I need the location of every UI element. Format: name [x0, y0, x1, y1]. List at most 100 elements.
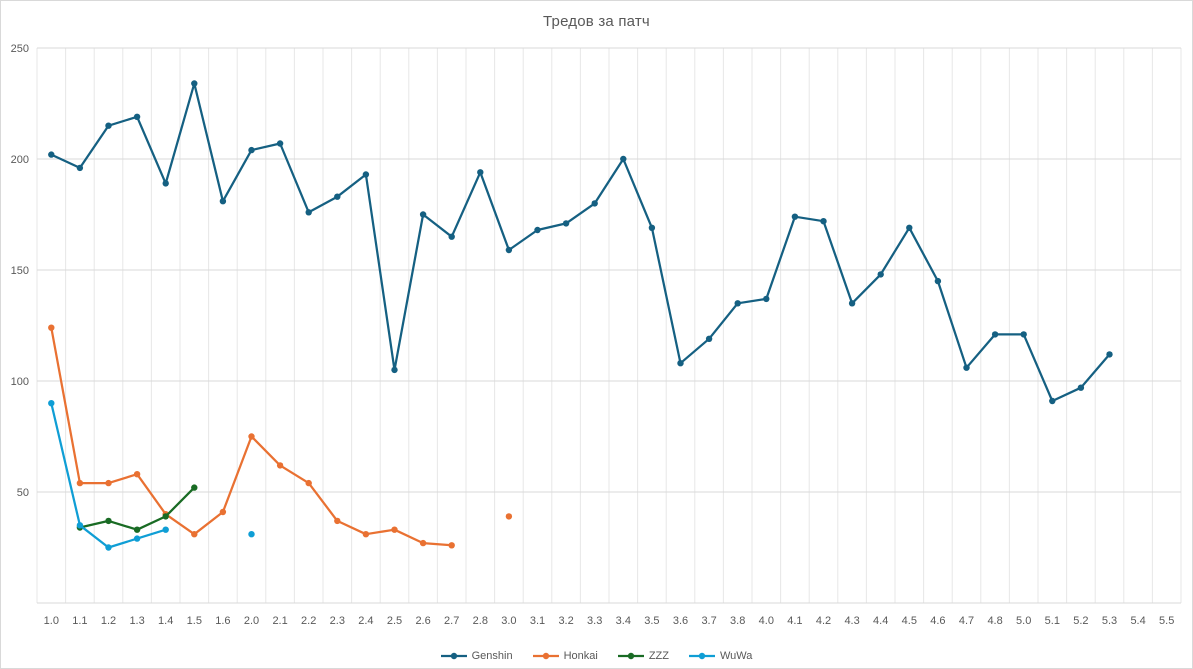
- x-axis-label: 2.8: [473, 615, 488, 627]
- x-axis-label: 1.3: [129, 615, 144, 627]
- legend-item-honkai[interactable]: Honkai: [532, 650, 598, 662]
- data-point-genshin: [791, 213, 799, 220]
- data-point-genshin: [934, 277, 942, 285]
- data-point-genshin: [219, 198, 227, 205]
- y-axis-label: 150: [11, 265, 29, 277]
- x-axis-label: 4.3: [844, 615, 859, 627]
- data-point-genshin: [191, 80, 198, 87]
- data-point-genshin: [763, 295, 770, 303]
- data-point-genshin: [477, 169, 484, 176]
- data-point-wuwa: [162, 526, 169, 533]
- x-axis-label: 5.1: [1045, 615, 1060, 627]
- data-point-genshin: [1077, 384, 1085, 391]
- data-point-genshin: [734, 300, 741, 307]
- x-axis-label: 3.4: [616, 615, 631, 627]
- data-point-genshin: [248, 146, 255, 154]
- x-axis-label: 2.2: [301, 615, 316, 627]
- legend-item-wuwa[interactable]: WuWa: [689, 650, 752, 662]
- x-axis-label: 2.1: [272, 615, 287, 627]
- data-point-genshin: [305, 209, 312, 216]
- data-point-genshin: [419, 211, 427, 218]
- x-axis-label: 3.1: [530, 615, 545, 627]
- data-point-genshin: [1106, 351, 1113, 358]
- legend-label: WuWa: [720, 650, 753, 662]
- legend-marker-icon: [440, 652, 467, 660]
- x-axis-label: 4.0: [759, 615, 774, 627]
- data-point-genshin: [677, 360, 684, 367]
- legend-item-zzz[interactable]: ZZZ: [617, 650, 669, 662]
- data-point-honkai: [305, 479, 312, 487]
- x-axis-label: 4.7: [959, 615, 974, 627]
- data-point-genshin: [133, 113, 141, 121]
- data-point-honkai: [105, 479, 112, 487]
- x-axis-label: 2.0: [244, 615, 259, 627]
- data-point-genshin: [820, 218, 827, 225]
- data-point-honkai: [448, 542, 455, 549]
- legend-label: Honkai: [563, 650, 598, 662]
- data-point-genshin: [648, 224, 656, 231]
- data-point-honkai: [248, 433, 255, 440]
- x-axis-label: 3.5: [644, 615, 659, 627]
- legend-label: Genshin: [471, 650, 513, 662]
- x-axis-label: 5.0: [1016, 615, 1031, 627]
- data-point-genshin: [591, 200, 598, 207]
- x-axis-label: 3.2: [558, 615, 573, 627]
- data-point-genshin: [877, 271, 884, 278]
- x-axis-label: 3.3: [587, 615, 602, 627]
- x-axis-label: 4.6: [930, 615, 945, 627]
- data-point-wuwa: [248, 531, 255, 538]
- x-axis-label: 3.6: [673, 615, 688, 627]
- legend-marker-icon: [689, 652, 715, 660]
- x-axis-label: 2.6: [415, 615, 430, 627]
- data-point-wuwa: [133, 535, 141, 542]
- data-point-genshin: [391, 366, 398, 374]
- data-point-honkai: [505, 513, 513, 520]
- data-point-genshin: [1049, 397, 1056, 405]
- data-point-honkai: [391, 526, 398, 533]
- x-axis-label: 1.2: [101, 615, 116, 627]
- legend-item-genshin[interactable]: Genshin: [440, 650, 513, 662]
- data-point-honkai: [334, 517, 341, 525]
- y-axis-label: 50: [17, 487, 29, 499]
- x-axis-label: 5.4: [1130, 615, 1145, 627]
- x-axis-label: 5.5: [1159, 615, 1174, 627]
- series-line-genshin: [50, 82, 1111, 403]
- x-axis-label: 2.7: [444, 615, 459, 627]
- x-axis-label: 3.7: [701, 615, 716, 627]
- data-point-genshin: [906, 224, 913, 231]
- x-axis-label: 4.8: [987, 615, 1002, 627]
- data-point-wuwa: [48, 400, 55, 407]
- x-axis-label: 4.2: [816, 615, 831, 627]
- data-point-genshin: [276, 140, 284, 147]
- data-point-genshin: [705, 335, 713, 342]
- y-axis-label: 100: [11, 376, 29, 388]
- chart-title: Тредов за патч: [543, 13, 650, 30]
- data-point-genshin: [162, 180, 169, 187]
- y-axis-label: 250: [11, 43, 29, 55]
- data-point-genshin: [963, 364, 970, 371]
- data-point-honkai: [48, 324, 55, 331]
- x-axis-label: 1.0: [44, 615, 59, 627]
- data-point-honkai: [362, 531, 370, 538]
- data-point-genshin: [505, 246, 513, 254]
- x-axis-label: 1.1: [72, 615, 87, 627]
- data-point-honkai: [219, 508, 227, 516]
- data-point-zzz: [133, 526, 141, 533]
- data-point-genshin: [76, 164, 84, 172]
- data-point-genshin: [562, 220, 570, 227]
- data-point-zzz: [191, 484, 198, 491]
- legend-label: ZZZ: [648, 650, 669, 662]
- data-point-genshin: [534, 226, 541, 234]
- legend-marker-icon: [617, 652, 644, 660]
- data-point-genshin: [848, 300, 856, 307]
- x-axis-label: 4.1: [787, 615, 802, 627]
- data-point-genshin: [48, 151, 55, 158]
- data-point-honkai: [191, 531, 198, 538]
- x-axis-label: 3.0: [501, 615, 516, 627]
- x-axis-label: 2.4: [358, 615, 373, 627]
- legend: Genshin Honkai ZZZ WuWa: [1, 650, 1192, 662]
- x-axis-label: 1.5: [187, 615, 202, 627]
- data-point-genshin: [1020, 331, 1027, 338]
